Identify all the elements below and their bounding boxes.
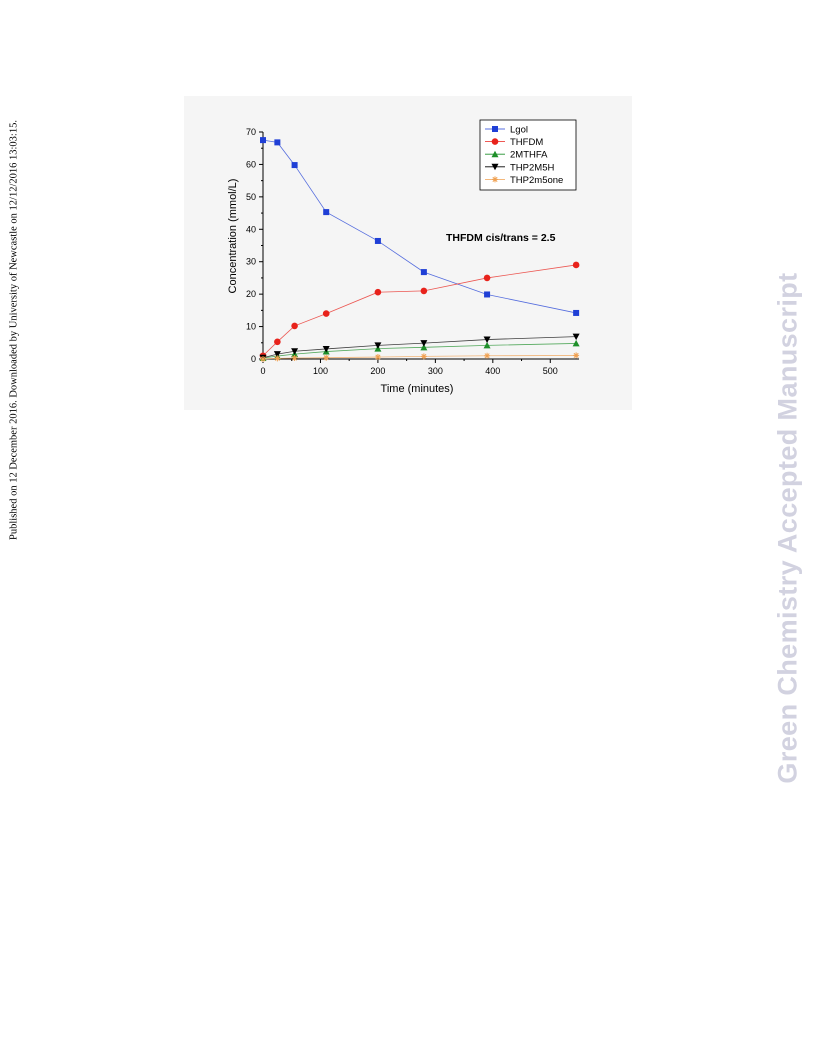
data-point-thp2m5one <box>484 352 491 359</box>
y-tick-label: 20 <box>246 289 256 299</box>
data-point-thfdm <box>291 322 298 330</box>
data-point-lgol <box>260 137 266 144</box>
data-point-thfdm <box>572 261 580 269</box>
data-point-thp2m5one <box>291 355 298 362</box>
series-thp2m5one <box>260 352 580 362</box>
legend-marker-thp2m5h <box>491 163 499 171</box>
series-thp2m5h <box>259 333 580 362</box>
data-point-thp2m5h <box>420 340 428 347</box>
data-point-thp2m5h <box>374 342 382 349</box>
series-line-lgol <box>262 139 577 314</box>
data-point-thp2m5h <box>572 333 580 341</box>
data-point-thp2m5one <box>323 354 330 361</box>
legend-label-2mthfa: 2MTHFA <box>510 150 548 161</box>
legend-marker-thfdm <box>491 138 499 145</box>
x-tick-label: 500 <box>543 366 558 376</box>
legend-marker-lgol <box>492 126 498 132</box>
data-point-thp2m5one <box>420 353 427 360</box>
chart-axes: 0 100 200 300 400 500 0 10 20 30 40 50 60 70 <box>246 127 579 376</box>
journal-watermark: Green Chemistry Accepted Manuscript <box>772 272 803 784</box>
data-point-thp2m5one <box>260 356 266 362</box>
legend-label-thfdm: THFDM <box>510 137 543 148</box>
data-point-thp2m5h <box>322 345 330 353</box>
x-tick-label: 300 <box>428 366 443 376</box>
legend-marker-thp2m5one <box>492 176 498 183</box>
data-point-lgol <box>484 291 491 298</box>
data-point-thp2m5h <box>291 348 299 355</box>
y-tick-label: 10 <box>246 322 256 332</box>
series-line-thp2m5one <box>262 355 577 360</box>
data-point-thp2m5one <box>274 355 281 362</box>
data-point-thfdm <box>274 338 281 346</box>
x-tick-label: 200 <box>370 366 385 376</box>
data-point-thfdm <box>420 287 428 295</box>
y-tick-label: 0 <box>251 354 256 364</box>
publication-note: Published on 12 December 2016. Downloade… <box>8 120 20 540</box>
data-point-lgol <box>274 139 281 146</box>
data-point-thfdm <box>322 310 330 317</box>
y-tick-label: 30 <box>246 257 256 267</box>
data-point-lgol <box>291 162 298 169</box>
data-point-2mthfa <box>483 341 491 349</box>
y-tick-label: 70 <box>246 127 256 137</box>
data-point-thfdm <box>374 288 382 296</box>
series-line-thp2m5h <box>262 336 577 359</box>
series-line-thfdm <box>262 264 577 357</box>
data-point-lgol <box>323 209 330 216</box>
data-point-lgol <box>573 309 580 316</box>
data-point-thp2m5one <box>573 352 580 359</box>
data-point-thfdm <box>483 274 491 282</box>
legend-label-thp2m5h: THP2M5H <box>510 162 554 173</box>
y-tick-label: 60 <box>246 159 256 169</box>
figure-panel: 0 100 200 300 400 500 0 10 20 30 40 50 60 70 Lgol THFD… <box>184 96 632 410</box>
data-point-thp2m5h <box>273 351 281 358</box>
legend-marker-2mthfa <box>491 150 499 158</box>
data-point-lgol <box>374 237 381 244</box>
y-tick-label: 50 <box>246 192 256 202</box>
x-tick-label: 100 <box>313 366 328 376</box>
legend-label-thp2m5one: THP2m5one <box>510 175 563 186</box>
chart-plot-area <box>259 137 580 362</box>
chart-annotation: THFDM cis/trans = 2.5 <box>446 232 556 244</box>
legend-label-lgol: Lgol <box>510 125 528 136</box>
data-point-thp2m5h <box>483 336 491 344</box>
x-axis-label: Time (minutes) <box>381 383 454 395</box>
y-tick-label: 40 <box>246 224 256 234</box>
series-lgol <box>260 137 580 316</box>
x-tick-label: 0 <box>260 366 265 376</box>
data-point-2mthfa <box>572 339 580 347</box>
x-tick-label: 400 <box>485 366 500 376</box>
y-axis-label: Concentration (mmol/L) <box>227 179 239 294</box>
data-point-lgol <box>420 269 427 276</box>
data-point-2mthfa <box>420 343 428 351</box>
data-point-thp2m5one <box>374 354 381 361</box>
series-line-2mthfa <box>262 343 577 359</box>
